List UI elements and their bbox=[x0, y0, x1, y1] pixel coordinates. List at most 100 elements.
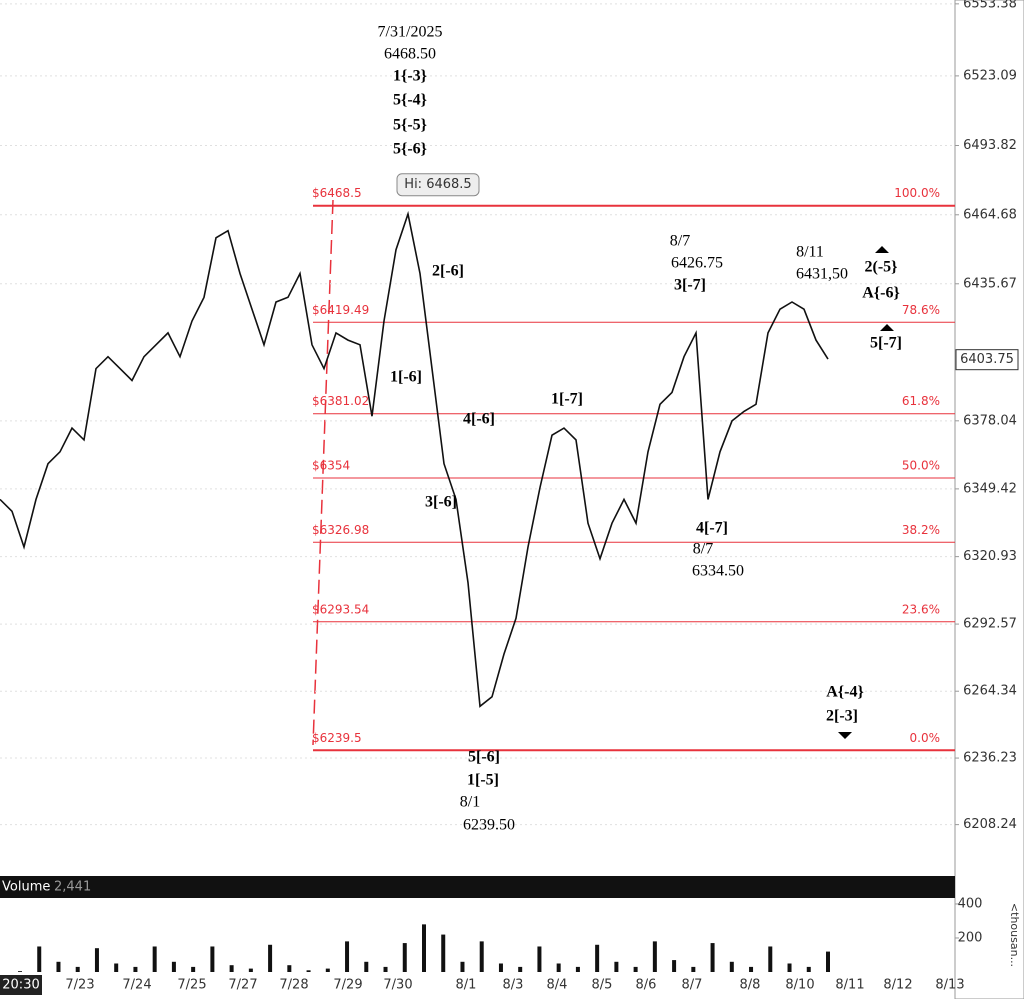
wave-annotation: 7/31/2025 bbox=[378, 24, 443, 41]
fib-pct-label: 100.0% bbox=[894, 186, 940, 200]
x-tick-label: 8/6 bbox=[636, 978, 657, 993]
x-tick-label: 7/24 bbox=[122, 978, 151, 993]
volume-tick-label: 200 bbox=[958, 930, 983, 945]
volume-unit: <thousan... bbox=[1008, 903, 1021, 967]
volume-bar bbox=[518, 966, 523, 972]
y-tick-label: 6435.67 bbox=[963, 276, 1017, 291]
x-tick-label: 8/8 bbox=[740, 978, 761, 993]
volume-bar bbox=[18, 971, 22, 972]
volume-bar bbox=[287, 965, 292, 972]
x-tick-label: 7/25 bbox=[177, 978, 206, 993]
volume-bar bbox=[749, 966, 754, 972]
wave-annotation: A{-6} bbox=[862, 285, 900, 302]
volume-bar bbox=[268, 944, 273, 972]
volume-bar bbox=[787, 963, 792, 972]
price-pane bbox=[0, 0, 955, 868]
volume-bar bbox=[826, 951, 830, 972]
wave-annotation: 2[-3] bbox=[826, 708, 858, 725]
x-tick-label: 8/4 bbox=[547, 978, 568, 993]
volume-bar bbox=[595, 944, 600, 972]
volume-bar bbox=[498, 963, 503, 972]
x-tick-label: 8/3 bbox=[503, 978, 524, 993]
wave-annotation: 1[-6] bbox=[390, 369, 422, 386]
wave-annotation: 8/7 bbox=[670, 233, 690, 250]
x-tick-label: 8/7 bbox=[682, 978, 703, 993]
volume-bar bbox=[37, 946, 42, 972]
volume-bar bbox=[633, 966, 638, 972]
wave-annotation: 6431,50 bbox=[796, 266, 848, 283]
volume-bar bbox=[614, 961, 619, 972]
fib-pct-label: 0.0% bbox=[910, 731, 941, 745]
volume-bar bbox=[56, 961, 61, 972]
volume-bar bbox=[345, 941, 350, 972]
fib-pct-label: 61.8% bbox=[902, 394, 940, 408]
last-price-box bbox=[955, 349, 1019, 371]
volume-bar bbox=[652, 941, 657, 972]
y-tick-label: 6292.57 bbox=[963, 617, 1017, 632]
wave-annotation: 1[-7] bbox=[551, 391, 583, 408]
volume-title: Volume bbox=[2, 880, 50, 895]
fib-price-label: $6354 bbox=[312, 458, 350, 472]
x-tick-label: 8/13 bbox=[935, 978, 964, 993]
volume-bar bbox=[556, 963, 561, 972]
x-tick-label: 8/11 bbox=[835, 978, 864, 993]
wave-annotation: 6426.75 bbox=[671, 255, 723, 272]
x-tick-label: 8/10 bbox=[785, 978, 814, 993]
x-tick-label: 8/5 bbox=[592, 978, 613, 993]
fib-price-label: $6381.02 bbox=[312, 394, 369, 408]
volume-bar bbox=[325, 968, 330, 972]
volume-bar bbox=[383, 966, 388, 972]
volume-tick-label: 400 bbox=[958, 896, 983, 911]
volume-header bbox=[0, 876, 955, 898]
volume-bar bbox=[575, 966, 580, 972]
price-axis bbox=[954, 0, 1024, 999]
volume-bar bbox=[710, 943, 715, 972]
fib-price-label: $6326.98 bbox=[312, 523, 369, 537]
x-tick-label: 8/1 bbox=[456, 978, 477, 993]
volume-bar bbox=[114, 963, 119, 972]
x-tick-label: 7/28 bbox=[279, 978, 308, 993]
volume-bar bbox=[306, 970, 311, 972]
wave-annotation: A{-4} bbox=[826, 684, 864, 701]
price-line bbox=[0, 210, 829, 708]
time-box bbox=[0, 975, 42, 995]
volume-bar bbox=[537, 946, 542, 972]
y-tick-label: 6493.82 bbox=[963, 138, 1017, 153]
y-tick-label: 6553.38 bbox=[963, 0, 1017, 11]
fib-pct-label: 23.6% bbox=[902, 602, 940, 616]
x-tick-label: 7/30 bbox=[383, 978, 412, 993]
y-tick-label: 6464.68 bbox=[963, 207, 1017, 222]
wave-annotation: 1{-3} bbox=[393, 68, 427, 85]
fib-price-label: $6419.49 bbox=[312, 303, 369, 317]
fib-price-label: $6293.54 bbox=[312, 602, 369, 616]
x-tick-label: 7/29 bbox=[333, 978, 362, 993]
fib-anchor bbox=[312, 199, 334, 746]
volume-bar bbox=[152, 946, 157, 972]
volume-bar bbox=[133, 966, 138, 972]
wave-annotation: 6468.50 bbox=[384, 46, 436, 63]
y-tick-label: 6236.23 bbox=[963, 751, 1017, 766]
wave-annotation: 2[-6] bbox=[432, 263, 464, 280]
wave-annotation: 5[-7] bbox=[870, 335, 902, 352]
wave-annotation: 3[-6] bbox=[425, 494, 457, 511]
wave-annotation: 5{-5} bbox=[393, 117, 427, 134]
volume-bar bbox=[806, 966, 811, 972]
x-tick-label: 7/27 bbox=[228, 978, 257, 993]
volume-last: 2,441 bbox=[54, 880, 91, 895]
wave-annotation: 2(-5} bbox=[865, 259, 898, 276]
volume-bar bbox=[210, 946, 215, 972]
wave-annotation: 6334.50 bbox=[692, 563, 744, 580]
y-tick-label: 6320.93 bbox=[963, 549, 1017, 564]
volume-bar bbox=[768, 946, 773, 972]
volume-bar bbox=[691, 966, 696, 972]
volume-bar bbox=[75, 966, 80, 972]
volume-bar bbox=[479, 941, 484, 972]
y-tick-label: 6378.04 bbox=[963, 413, 1017, 428]
wave-annotation: 4[-7] bbox=[696, 520, 728, 537]
wave-annotation: 8/7 bbox=[693, 541, 713, 558]
wave-annotation: 1[-5] bbox=[467, 772, 499, 789]
wave-annotation: 6239.50 bbox=[463, 817, 515, 834]
volume-bar bbox=[229, 965, 234, 972]
wave-annotation: 5{-6} bbox=[393, 141, 427, 158]
